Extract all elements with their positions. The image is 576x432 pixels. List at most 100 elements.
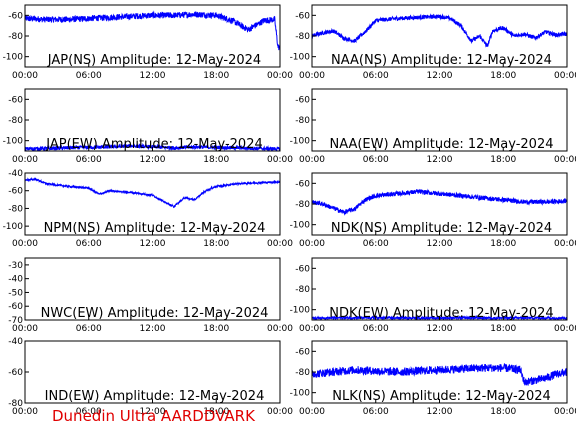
ytick-label-4-2: -80 [8, 204, 23, 214]
ytick-label-2-1: -80 [8, 116, 23, 126]
xtick-label-5-0: 00:00 [299, 239, 325, 249]
xtick-label-1-2: 12:00 [427, 71, 453, 81]
ytick-label-1-1: -80 [295, 32, 310, 42]
xtick-label-4-1: 06:00 [76, 239, 102, 249]
panel-title-3: NAA(EW) Amplitude: 12-May-2024 [329, 137, 553, 152]
panel-title-7: NDK(EW) Amplitude: 12-May-2024 [329, 306, 553, 321]
xtick-label-6-4: 00:00 [267, 324, 293, 334]
ytick-label-4-0: -40 [8, 169, 23, 179]
xtick-label-7-4: 00:00 [554, 324, 576, 334]
xtick-label-7-2: 12:00 [427, 324, 453, 334]
signal-trace-9 [311, 363, 568, 386]
xtick-label-3-1: 06:00 [363, 155, 389, 165]
signal-trace-0 [24, 10, 281, 51]
signal-trace-4 [24, 176, 281, 209]
xtick-label-0-1: 06:00 [76, 71, 102, 81]
footer-label: Dunedin Ultra AARDDVARK [52, 407, 255, 425]
ytick-label-4-3: -100 [3, 222, 24, 232]
ytick-label-0-2: -100 [3, 53, 24, 63]
ytick-label-8-2: -80 [8, 399, 23, 409]
xtick-label-5-3: 18:00 [490, 239, 516, 249]
xtick-label-3-2: 12:00 [427, 155, 453, 165]
ytick-label-9-0: -60 [295, 347, 310, 357]
ytick-label-8-0: -40 [8, 337, 23, 347]
xtick-label-4-2: 12:00 [140, 239, 166, 249]
signal-trace-1 [311, 13, 568, 48]
xtick-label-3-4: 00:00 [554, 155, 576, 165]
xtick-label-8-3: 18:00 [203, 407, 229, 417]
xtick-label-5-4: 00:00 [554, 239, 576, 249]
xtick-label-2-4: 00:00 [267, 155, 293, 165]
ytick-label-5-2: -100 [290, 221, 311, 231]
ytick-label-0-1: -80 [8, 32, 23, 42]
panel-title-5: NDK(NS) Amplitude: 12-May-2024 [331, 221, 552, 236]
xtick-label-7-3: 18:00 [490, 324, 516, 334]
ytick-label-3-2: -100 [290, 137, 311, 147]
xtick-label-3-0: 00:00 [299, 155, 325, 165]
ytick-label-8-1: -60 [8, 368, 23, 378]
ytick-label-9-2: -100 [290, 389, 311, 399]
ytick-label-2-0: -60 [8, 95, 23, 105]
xtick-label-8-1: 06:00 [76, 407, 102, 417]
xtick-label-6-1: 06:00 [76, 324, 102, 334]
xtick-label-5-1: 06:00 [363, 239, 389, 249]
panel-5: -60-80-10000:0006:0012:0018:0000:00NDK(N… [290, 172, 576, 249]
xtick-label-4-0: 00:00 [12, 239, 38, 249]
xtick-label-9-0: 00:00 [299, 407, 325, 417]
xtick-label-2-0: 00:00 [12, 155, 38, 165]
panel-title-2: JAP(EW) Amplitude: 12-May-2024 [45, 137, 262, 152]
ytick-label-1-2: -100 [290, 53, 311, 63]
ytick-label-3-0: -60 [295, 95, 310, 105]
ytick-label-3-1: -80 [295, 116, 310, 126]
xtick-label-7-0: 00:00 [299, 324, 325, 334]
xtick-label-8-0: 00:00 [12, 407, 38, 417]
xtick-label-7-1: 06:00 [363, 324, 389, 334]
ytick-label-7-2: -100 [290, 306, 311, 316]
xtick-label-4-3: 18:00 [203, 239, 229, 249]
panel-title-6: NWC(EW) Amplitude: 12-May-2024 [41, 306, 269, 321]
xtick-label-0-0: 00:00 [12, 71, 38, 81]
ytick-label-1-0: -60 [295, 11, 310, 21]
xtick-label-2-3: 18:00 [203, 155, 229, 165]
ytick-label-6-4: -70 [8, 316, 23, 326]
xtick-label-1-0: 00:00 [299, 71, 325, 81]
signal-trace-5 [311, 188, 568, 216]
xtick-label-9-3: 18:00 [490, 407, 516, 417]
xtick-label-6-3: 18:00 [203, 324, 229, 334]
xtick-label-2-2: 12:00 [140, 155, 166, 165]
panel-title-0: JAP(NS) Amplitude: 12-May-2024 [47, 53, 261, 68]
panel-7: -60-80-10000:0006:0012:0018:0000:00NDK(E… [290, 257, 576, 334]
panel-title-4: NPM(NS) Amplitude: 12-May-2024 [44, 221, 266, 236]
panel-2: -60 -80 -100 00:00 06:00 12:00 18:00 00:00 JAP(E… [3, 88, 293, 165]
panel-title-1: NAA(NS) Amplitude: 12-May-2024 [331, 53, 552, 68]
xtick-label-9-1: 06:00 [363, 407, 389, 417]
ytick-label-7-1: -80 [295, 285, 310, 295]
xtick-label-4-4: 00:00 [267, 239, 293, 249]
ytick-label-5-0: -60 [295, 179, 310, 189]
xtick-label-3-3: 18:00 [490, 155, 516, 165]
ytick-label-6-2: -50 [8, 288, 23, 298]
ytick-label-9-1: -80 [295, 368, 310, 378]
ytick-label-2-2: -100 [3, 137, 24, 147]
panel-1: -60-80-10000:0006:0012:0018:0000:00NAA(N… [290, 4, 576, 81]
ytick-label-0-0: -60 [8, 11, 23, 21]
xtick-label-0-2: 12:00 [140, 71, 166, 81]
panel-title-8: IND(EW) Amplitude: 12-May-2024 [45, 389, 265, 404]
xtick-label-2-1: 06:00 [76, 155, 102, 165]
xtick-label-1-3: 18:00 [490, 71, 516, 81]
xtick-label-9-4: 00:00 [554, 407, 576, 417]
xtick-label-0-4: 00:00 [267, 71, 293, 81]
ytick-label-4-1: -60 [8, 187, 23, 197]
xtick-label-6-0: 00:00 [12, 324, 38, 334]
xtick-label-5-2: 12:00 [427, 239, 453, 249]
xtick-label-8-4: 00:00 [267, 407, 293, 417]
panel-0: -60 -80 -100 00:00 06:00 12:00 18:00 00:00 JAP(N… [3, 4, 293, 81]
ytick-label-7-0: -60 [295, 264, 310, 274]
xtick-label-9-2: 12:00 [427, 407, 453, 417]
ytick-label-6-1: -40 [8, 275, 23, 285]
signal-trace-2 [24, 142, 281, 152]
xtick-label-1-1: 06:00 [363, 71, 389, 81]
